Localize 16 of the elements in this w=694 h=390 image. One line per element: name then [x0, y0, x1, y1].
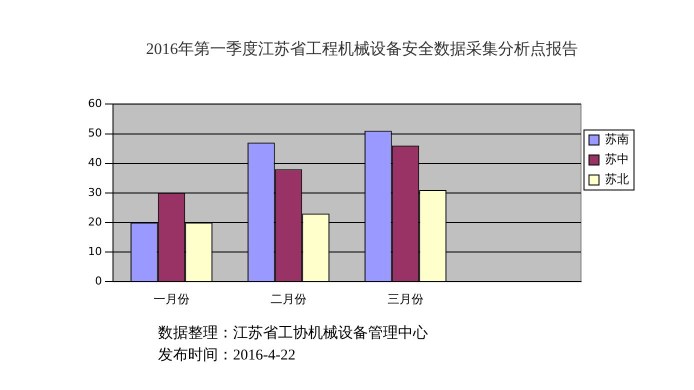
legend-label: 苏南 [605, 132, 629, 146]
y-tick-label: 0 [94, 274, 102, 288]
y-tick-label: 10 [88, 244, 102, 258]
text: 发布时间：2016-4-22 [158, 346, 296, 364]
x-tick-label: 三月份 [388, 292, 424, 306]
y-tick-label: 20 [88, 215, 102, 228]
y-tick-label: 30 [88, 186, 102, 199]
y-tick-label: 60 [88, 97, 102, 110]
legend-label: 苏中 [605, 152, 629, 166]
legend-label: 苏北 [605, 172, 629, 186]
y-tick-label: 50 [88, 126, 102, 140]
x-tick-label: 一月份 [153, 292, 190, 306]
y-tick-label: 40 [88, 156, 102, 170]
x-tick-label: 二月份 [270, 292, 306, 306]
chart-title: 2016年第一季度江苏省工程机械设备安全数据采集分析点报告 [146, 40, 578, 58]
text: 数据整理：江苏省工协机械设备管理中心 [158, 324, 428, 342]
